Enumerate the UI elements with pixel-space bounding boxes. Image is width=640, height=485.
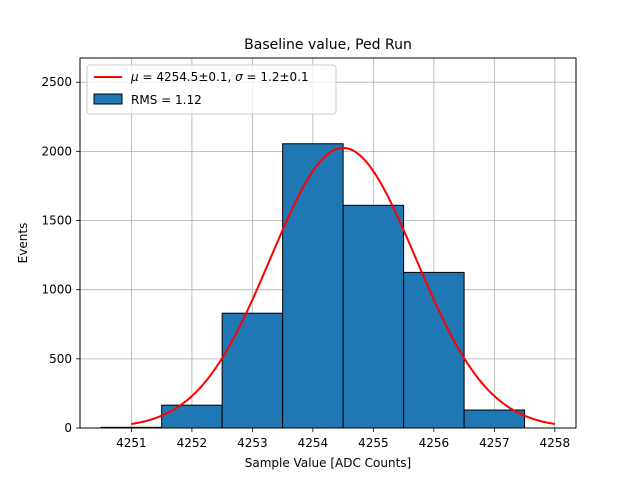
y-tick-label: 1500 — [41, 214, 72, 228]
x-tick-label: 4257 — [479, 436, 510, 450]
legend-mu-text: = 4254.5±0.1, — [139, 70, 235, 84]
plot-area-frame — [79, 57, 577, 429]
x-axis-ticks: 4251 4252 4253 4254 4255 4256 4257 4258 — [116, 428, 570, 450]
histogram-bar — [161, 404, 223, 429]
legend-sigma-text: = 1.2±0.1 — [243, 70, 309, 84]
x-tick-label: 4252 — [177, 436, 208, 450]
histogram-bar — [463, 409, 526, 429]
legend-sigma-symbol: σ — [235, 70, 243, 84]
y-axis-ticks: 0 500 1000 1500 2000 2500 — [41, 75, 80, 435]
legend: μ = 4254.5±0.1, σ = 1.2±0.1 RMS = 1.12 — [86, 64, 337, 115]
x-tick-label: 4256 — [419, 436, 450, 450]
histogram-bar — [342, 204, 405, 429]
legend-box — [86, 64, 337, 115]
legend-hist-label: RMS = 1.12 — [131, 93, 202, 107]
histogram-bars — [100, 143, 526, 429]
x-axis-label: Sample Value [ADC Counts] — [245, 456, 411, 470]
histogram-bar — [282, 143, 344, 429]
y-tick-label: 2500 — [41, 75, 72, 89]
legend-mu-symbol: μ — [130, 70, 139, 84]
legend-fit-label: μ = 4254.5±0.1, σ = 1.2±0.1 — [130, 70, 309, 84]
chart-title: Baseline value, Ped Run — [244, 37, 412, 53]
x-tick-label: 4255 — [358, 436, 389, 450]
x-tick-label: 4254 — [298, 436, 329, 450]
fit-curve-layer — [131, 146, 555, 426]
gaussian-fit-curve — [131, 146, 555, 426]
y-axis-label: Events — [16, 223, 30, 264]
y-tick-label: 2000 — [41, 144, 72, 158]
y-tick-label: 500 — [49, 352, 72, 366]
y-tick-label: 0 — [64, 421, 72, 435]
legend-hist-swatch — [93, 93, 123, 105]
x-tick-label: 4258 — [540, 436, 571, 450]
x-tick-label: 4253 — [237, 436, 268, 450]
histogram-bar — [221, 312, 284, 429]
histogram-bar — [403, 271, 465, 429]
x-tick-label: 4251 — [116, 436, 147, 450]
y-tick-label: 1000 — [41, 283, 72, 297]
